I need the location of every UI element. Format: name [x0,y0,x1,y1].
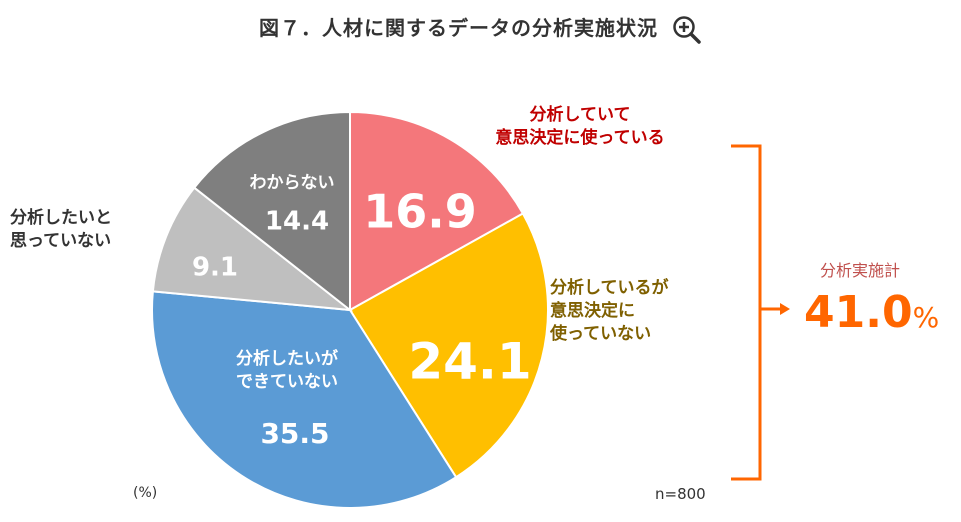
pie-slice-0 [349,110,525,312]
pie-slice-4 [192,110,351,313]
zoom-in-icon[interactable] [672,15,702,45]
slice-label-4: わからない [249,173,335,193]
total-unit: % [912,301,940,334]
chart-title: 図７．人材に関するデータの分析実施状況 [0,12,961,45]
pie-slice-2 [151,290,458,509]
total-value-group: 41.0% [804,287,939,338]
total-label: 分析実施計 [820,261,901,280]
pie-slice-3 [151,186,354,312]
slice-label-0: 分析していて 意思決定に使っている [495,105,665,148]
slice-value-1: 24.1 [408,333,531,391]
unit-label: (%) [133,485,158,501]
total-bracket [731,144,762,481]
total-value: 41.0 [804,287,913,338]
slice-label-2: 分析したいが できていない [236,349,338,392]
sample-size: n=800 [655,485,706,503]
title-text: 図７．人材に関するデータの分析実施状況 [259,16,658,40]
pie-slice-1 [348,212,549,479]
slice-label-1: 分析しているが 意思決定に 使っていない [550,278,669,344]
slice-value-4: 14.4 [265,207,329,237]
slice-value-0: 16.9 [363,185,477,239]
total-arrow-head [780,303,790,315]
slice-value-2: 35.5 [260,417,329,450]
slice-label-3: 分析したいと 思っていない [10,208,112,251]
slice-value-3: 9.1 [192,253,238,283]
